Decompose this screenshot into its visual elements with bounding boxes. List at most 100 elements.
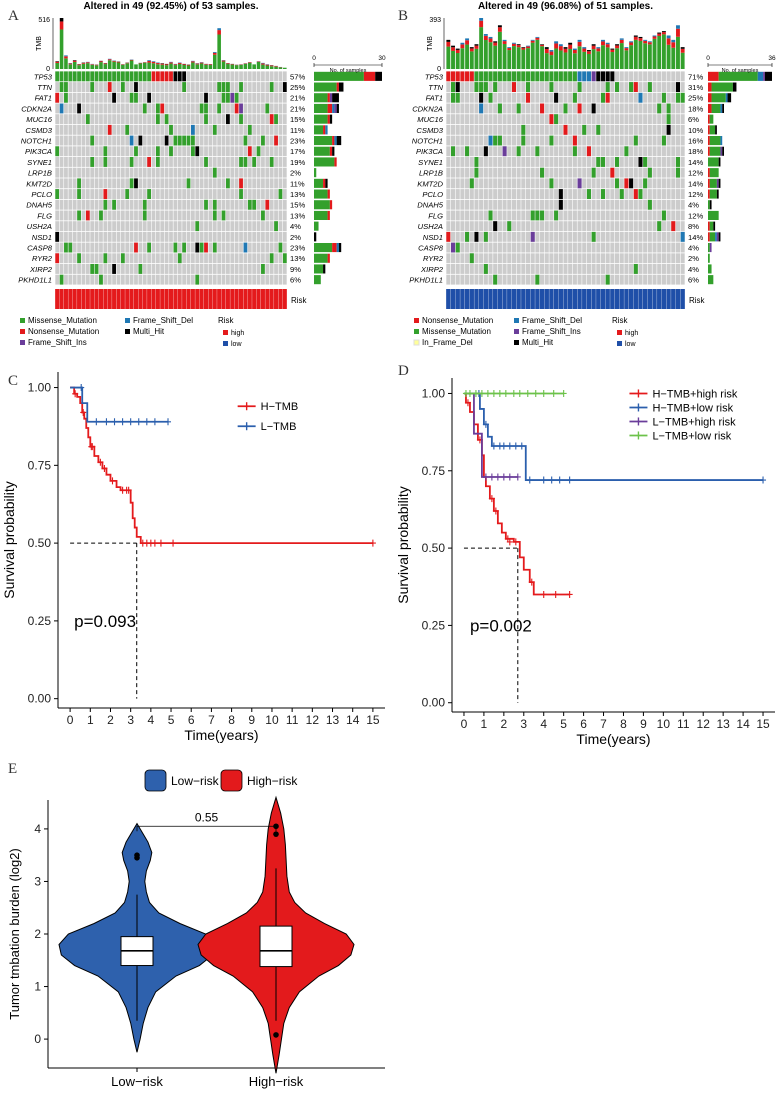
grid-cell xyxy=(243,274,248,285)
grid-cell xyxy=(638,253,643,264)
grid-cell xyxy=(554,231,559,242)
gene-bar-segment xyxy=(718,71,758,81)
grid-cell xyxy=(221,264,226,274)
risk-track-cell xyxy=(265,289,270,309)
grid-cell xyxy=(488,221,493,232)
grid-cell xyxy=(516,135,521,146)
grid-cell xyxy=(155,210,160,221)
grid-cell xyxy=(675,253,681,264)
grid-cell xyxy=(586,253,591,264)
grid-cell xyxy=(572,253,577,264)
grid-cell xyxy=(661,124,666,135)
grid-cell xyxy=(591,146,596,157)
risk-track-cell xyxy=(260,289,265,309)
mutation-cell xyxy=(261,264,265,274)
gene-bar-segment xyxy=(711,103,721,113)
grid-cell xyxy=(195,82,200,92)
grid-cell xyxy=(460,264,465,274)
grid-cell xyxy=(671,124,676,135)
grid-cell xyxy=(600,124,606,135)
grid-cell xyxy=(151,210,156,221)
grid-cell xyxy=(652,274,657,285)
grid-cell xyxy=(652,82,657,92)
grid-cell xyxy=(226,199,230,210)
grid-cell xyxy=(633,92,638,103)
risk-track-cell xyxy=(138,289,143,309)
tmb-bar-segment xyxy=(212,52,217,55)
tmb-bar-segment xyxy=(191,61,195,63)
grid-cell xyxy=(671,157,676,167)
grid-cell xyxy=(619,264,624,274)
grid-cell xyxy=(638,231,643,242)
grid-cell xyxy=(234,221,239,232)
grid-cell xyxy=(446,167,451,178)
grid-cell xyxy=(261,167,265,178)
censor-mark xyxy=(369,539,376,547)
grid-cell xyxy=(142,189,147,199)
grid-cell xyxy=(549,210,554,221)
grid-cell xyxy=(85,124,90,135)
grid-cell xyxy=(182,189,187,199)
risk-track-cell xyxy=(173,289,178,309)
tmb-bar-segment xyxy=(451,47,455,51)
tmb-bar xyxy=(81,63,86,69)
tmb-bar xyxy=(676,36,680,69)
tmb-bar xyxy=(633,39,638,69)
risk-track-cell xyxy=(619,289,624,309)
tmb-bar xyxy=(252,64,256,69)
grid-cell xyxy=(190,82,195,92)
tmb-bar xyxy=(572,53,577,69)
grid-cell xyxy=(568,103,573,114)
grid-cell xyxy=(147,135,152,146)
grid-cell xyxy=(591,189,596,199)
grid-cell xyxy=(164,124,169,135)
grid-cell xyxy=(59,146,64,157)
y-tick-label: 0.00 xyxy=(28,692,52,706)
grid-cell xyxy=(77,242,81,253)
grid-cell xyxy=(474,114,479,125)
grid-cell xyxy=(624,210,629,221)
mutation-cell xyxy=(488,92,493,103)
grid-cell xyxy=(68,178,73,189)
tmb-bar xyxy=(601,45,605,69)
mutation-cell xyxy=(282,253,287,264)
mutation-cell xyxy=(582,71,587,82)
grid-cell xyxy=(502,210,507,221)
grid-cell xyxy=(142,231,147,242)
grid-cell xyxy=(666,210,671,221)
risk-track-cell xyxy=(666,289,671,309)
mutation-cell xyxy=(675,82,681,92)
grid-cell xyxy=(190,264,195,274)
tmb-bar-segment xyxy=(72,60,77,62)
grid-cell xyxy=(269,178,274,189)
grid-cell xyxy=(190,242,195,253)
grid-cell xyxy=(103,178,108,189)
grid-cell xyxy=(643,92,648,103)
tmb-bar-segment xyxy=(465,40,470,45)
mutation-cell xyxy=(147,92,152,103)
grid-cell xyxy=(446,103,451,114)
mutation-cell xyxy=(647,199,652,210)
mutation-cell xyxy=(493,274,498,285)
gene-percent: 23% xyxy=(290,137,305,146)
mutation-cell xyxy=(525,82,531,92)
grid-cell xyxy=(647,71,652,82)
grid-cell xyxy=(94,231,99,242)
grid-cell xyxy=(554,199,559,210)
grid-cell xyxy=(190,274,195,285)
grid-cell xyxy=(540,92,545,103)
mutation-cell xyxy=(252,157,257,167)
mutation-cell xyxy=(164,114,169,125)
grid-cell xyxy=(252,221,257,232)
grid-cell xyxy=(147,82,152,92)
grid-cell xyxy=(99,114,103,125)
grid-cell xyxy=(226,231,230,242)
grid-cell xyxy=(554,242,559,253)
mutation-cell xyxy=(226,114,230,125)
mutation-cell xyxy=(675,157,681,167)
mutation-cell xyxy=(243,157,248,167)
grid-cell xyxy=(610,92,615,103)
tmb-bar-segment xyxy=(549,51,554,56)
grid-cell xyxy=(72,210,77,221)
grid-cell xyxy=(195,92,200,103)
